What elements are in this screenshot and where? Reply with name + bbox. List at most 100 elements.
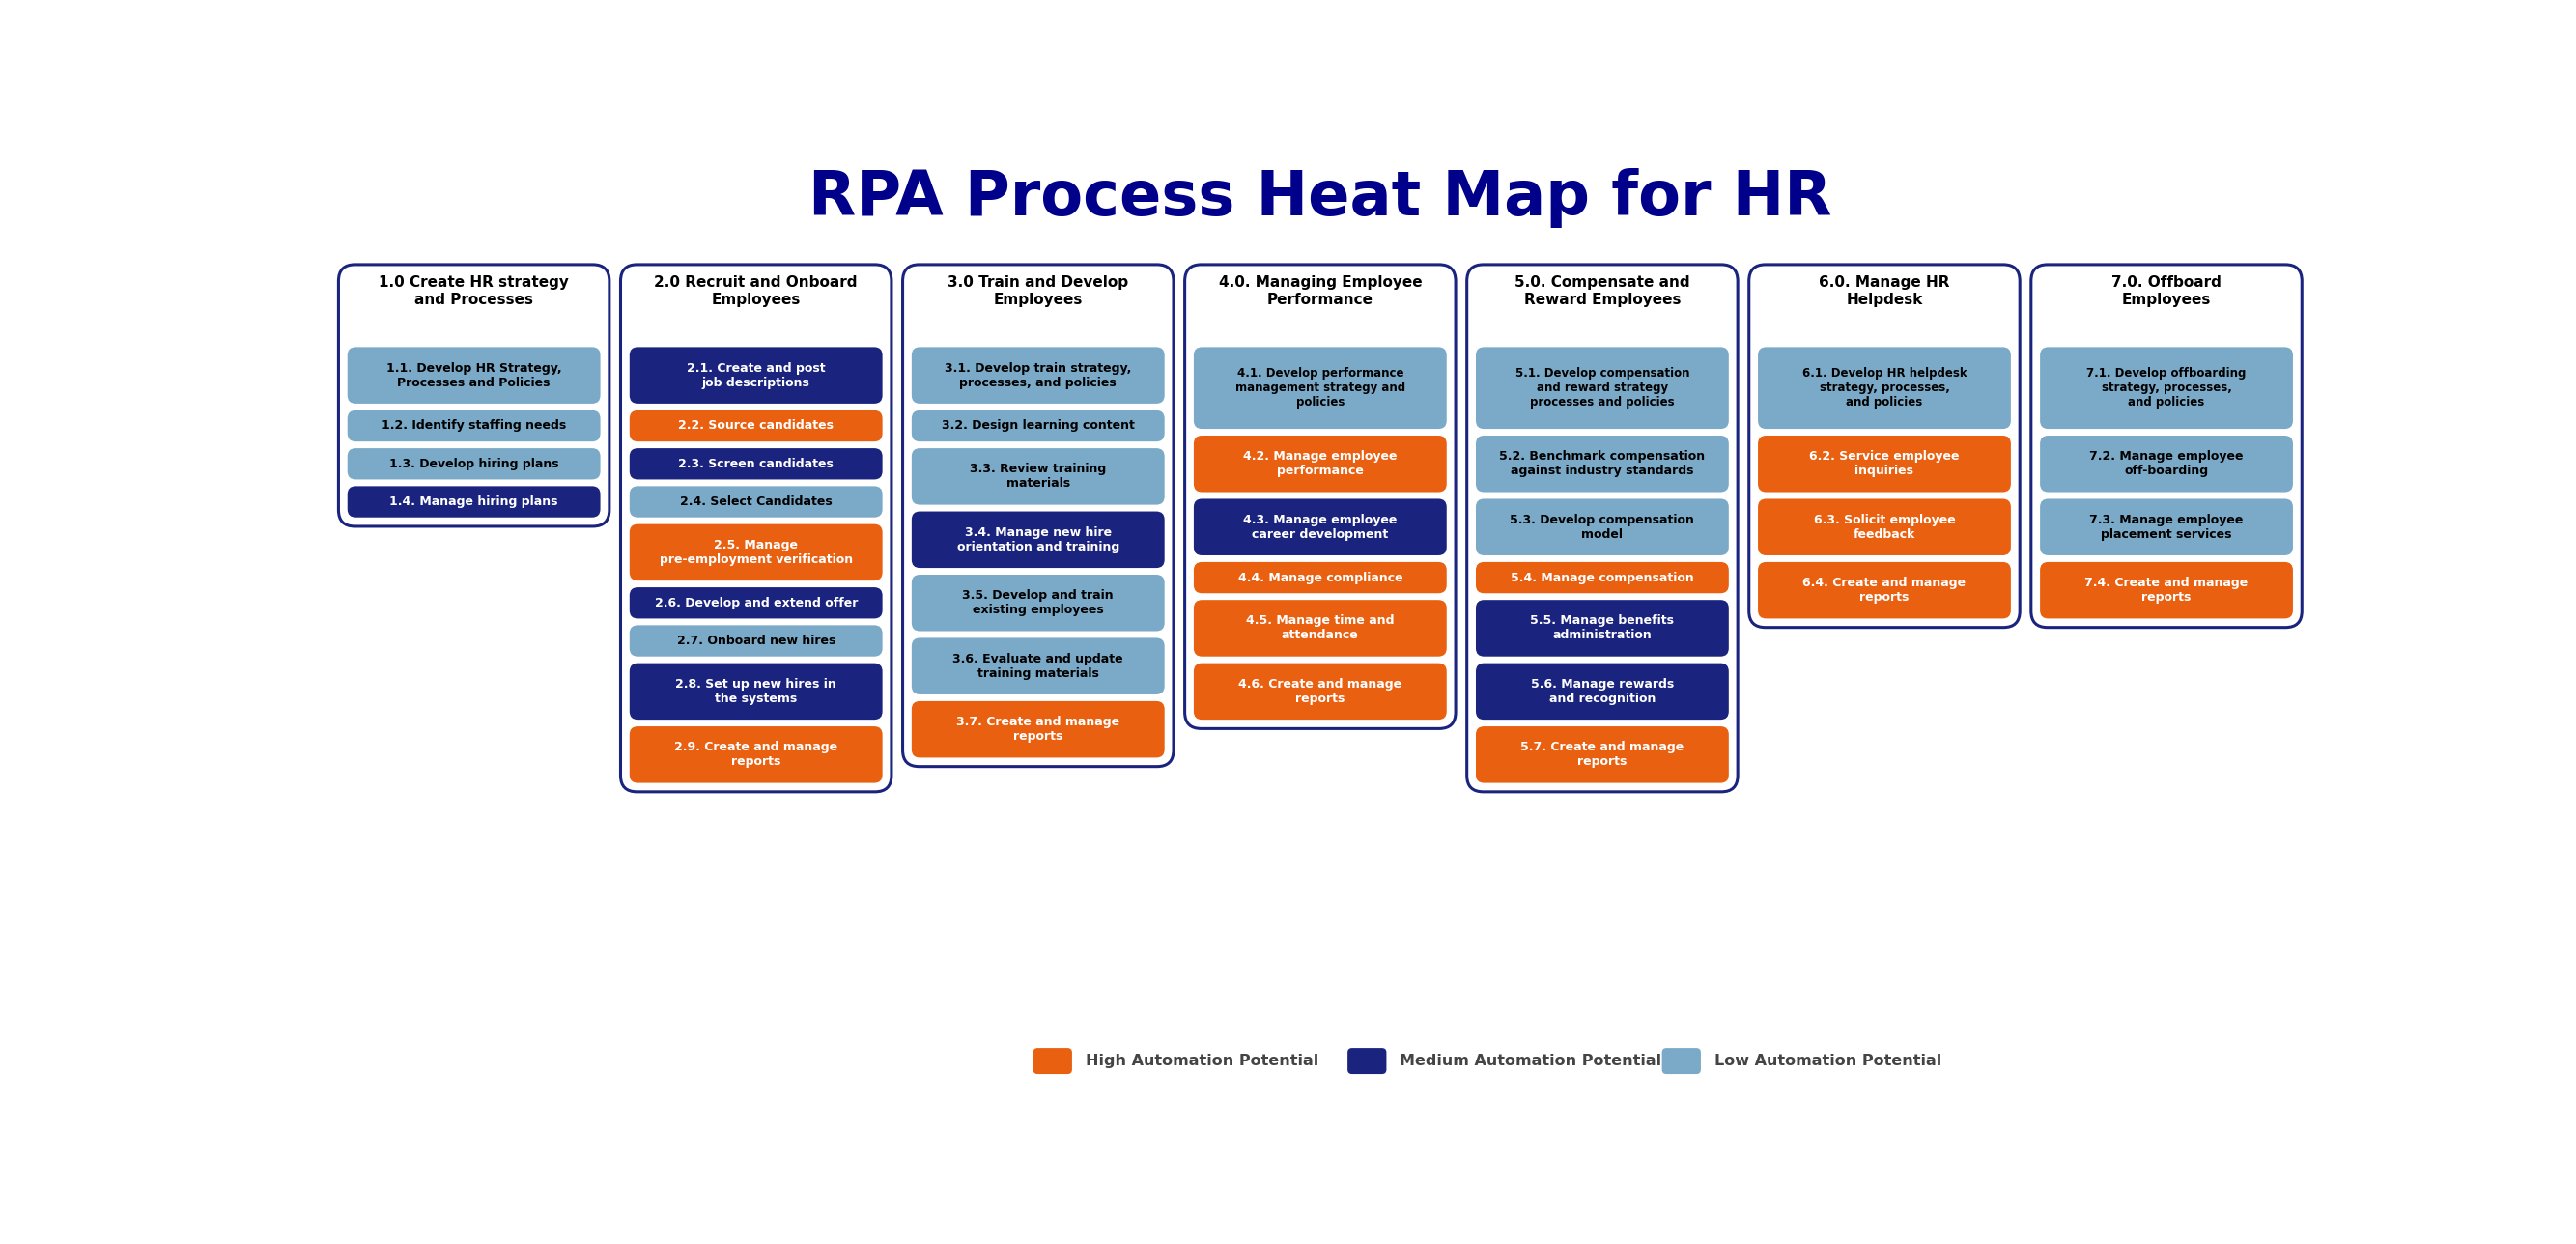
Text: 2.6. Develop and extend offer: 2.6. Develop and extend offer xyxy=(654,597,858,610)
Text: 7.3. Manage employee
placement services: 7.3. Manage employee placement services xyxy=(2089,514,2244,541)
Text: 7.0. Offboard
Employees: 7.0. Offboard Employees xyxy=(2112,276,2221,307)
FancyBboxPatch shape xyxy=(912,411,1164,442)
FancyBboxPatch shape xyxy=(912,347,1164,403)
FancyBboxPatch shape xyxy=(629,486,884,518)
FancyBboxPatch shape xyxy=(1757,562,2012,618)
FancyBboxPatch shape xyxy=(1193,435,1448,493)
Text: 2.4. Select Candidates: 2.4. Select Candidates xyxy=(680,495,832,508)
Text: 5.5. Manage benefits
administration: 5.5. Manage benefits administration xyxy=(1530,615,1674,642)
Text: 5.1. Develop compensation
and reward strategy
processes and policies: 5.1. Develop compensation and reward str… xyxy=(1515,367,1690,409)
Text: 7.4. Create and manage
reports: 7.4. Create and manage reports xyxy=(2084,577,2249,603)
FancyBboxPatch shape xyxy=(1757,347,2012,429)
FancyBboxPatch shape xyxy=(1662,1047,1700,1074)
FancyBboxPatch shape xyxy=(1193,600,1448,657)
Text: 4.4. Manage compliance: 4.4. Manage compliance xyxy=(1239,571,1401,583)
FancyBboxPatch shape xyxy=(2040,499,2293,555)
FancyBboxPatch shape xyxy=(912,448,1164,505)
FancyBboxPatch shape xyxy=(912,511,1164,569)
FancyBboxPatch shape xyxy=(1476,562,1728,593)
Text: 3.6. Evaluate and update
training materials: 3.6. Evaluate and update training materi… xyxy=(953,653,1123,679)
FancyBboxPatch shape xyxy=(1193,499,1448,555)
Text: 5.3. Develop compensation
model: 5.3. Develop compensation model xyxy=(1510,514,1695,541)
FancyBboxPatch shape xyxy=(348,411,600,442)
Text: 3.2. Design learning content: 3.2. Design learning content xyxy=(943,419,1133,432)
FancyBboxPatch shape xyxy=(629,411,884,442)
Text: 2.2. Source candidates: 2.2. Source candidates xyxy=(677,419,835,432)
Text: 1.3. Develop hiring plans: 1.3. Develop hiring plans xyxy=(389,458,559,470)
FancyBboxPatch shape xyxy=(1476,347,1728,429)
FancyBboxPatch shape xyxy=(912,575,1164,631)
Text: 2.8. Set up new hires in
the systems: 2.8. Set up new hires in the systems xyxy=(675,678,837,705)
FancyBboxPatch shape xyxy=(629,726,884,782)
Text: 2.5. Manage
pre-employment verification: 2.5. Manage pre-employment verification xyxy=(659,539,853,566)
FancyBboxPatch shape xyxy=(348,486,600,518)
Text: 4.3. Manage employee
career development: 4.3. Manage employee career development xyxy=(1244,514,1396,541)
FancyBboxPatch shape xyxy=(348,347,600,403)
FancyBboxPatch shape xyxy=(1476,726,1728,782)
FancyBboxPatch shape xyxy=(348,448,600,479)
Text: Medium Automation Potential: Medium Automation Potential xyxy=(1399,1054,1662,1069)
Text: 4.1. Develop performance
management strategy and
policies: 4.1. Develop performance management stra… xyxy=(1234,367,1406,409)
Text: 5.0. Compensate and
Reward Employees: 5.0. Compensate and Reward Employees xyxy=(1515,276,1690,307)
Text: 6.2. Service employee
inquiries: 6.2. Service employee inquiries xyxy=(1808,450,1960,478)
FancyBboxPatch shape xyxy=(629,587,884,618)
Text: 5.2. Benchmark compensation
against industry standards: 5.2. Benchmark compensation against indu… xyxy=(1499,450,1705,478)
FancyBboxPatch shape xyxy=(902,265,1175,766)
Text: 3.5. Develop and train
existing employees: 3.5. Develop and train existing employee… xyxy=(963,590,1113,617)
Text: 1.1. Develop HR Strategy,
Processes and Policies: 1.1. Develop HR Strategy, Processes and … xyxy=(386,362,562,389)
FancyBboxPatch shape xyxy=(1193,347,1448,429)
FancyBboxPatch shape xyxy=(1185,265,1455,729)
Text: 2.9. Create and manage
reports: 2.9. Create and manage reports xyxy=(675,741,837,768)
FancyBboxPatch shape xyxy=(1476,600,1728,657)
Text: 5.6. Manage rewards
and recognition: 5.6. Manage rewards and recognition xyxy=(1530,678,1674,705)
FancyBboxPatch shape xyxy=(912,638,1164,694)
Text: 2.1. Create and post
job descriptions: 2.1. Create and post job descriptions xyxy=(688,362,824,389)
FancyBboxPatch shape xyxy=(337,265,611,526)
Text: 2.0 Recruit and Onboard
Employees: 2.0 Recruit and Onboard Employees xyxy=(654,276,858,307)
FancyBboxPatch shape xyxy=(1466,265,1739,792)
FancyBboxPatch shape xyxy=(629,524,884,581)
Text: 5.4. Manage compensation: 5.4. Manage compensation xyxy=(1510,571,1695,583)
Text: 4.0. Managing Employee
Performance: 4.0. Managing Employee Performance xyxy=(1218,276,1422,307)
FancyBboxPatch shape xyxy=(2040,347,2293,429)
FancyBboxPatch shape xyxy=(1749,265,2020,627)
FancyBboxPatch shape xyxy=(2040,562,2293,618)
Text: 3.3. Review training
materials: 3.3. Review training materials xyxy=(971,463,1105,490)
FancyBboxPatch shape xyxy=(2030,265,2303,627)
Text: 6.3. Solicit employee
feedback: 6.3. Solicit employee feedback xyxy=(1814,514,1955,541)
Text: 4.2. Manage employee
performance: 4.2. Manage employee performance xyxy=(1244,450,1396,478)
FancyBboxPatch shape xyxy=(621,265,891,792)
Text: 2.7. Onboard new hires: 2.7. Onboard new hires xyxy=(677,634,835,647)
Text: 1.0 Create HR strategy
and Processes: 1.0 Create HR strategy and Processes xyxy=(379,276,569,307)
Text: 3.4. Manage new hire
orientation and training: 3.4. Manage new hire orientation and tra… xyxy=(956,526,1121,554)
FancyBboxPatch shape xyxy=(629,626,884,657)
FancyBboxPatch shape xyxy=(1757,435,2012,493)
FancyBboxPatch shape xyxy=(629,663,884,720)
Text: 1.2. Identify staffing needs: 1.2. Identify staffing needs xyxy=(381,419,567,432)
Text: 7.1. Develop offboarding
strategy, processes,
and policies: 7.1. Develop offboarding strategy, proce… xyxy=(2087,367,2246,409)
FancyBboxPatch shape xyxy=(2040,435,2293,493)
Text: 1.4. Manage hiring plans: 1.4. Manage hiring plans xyxy=(389,495,559,508)
Text: 4.6. Create and manage
reports: 4.6. Create and manage reports xyxy=(1239,678,1401,705)
Text: 6.1. Develop HR helpdesk
strategy, processes,
and policies: 6.1. Develop HR helpdesk strategy, proce… xyxy=(1803,367,1968,409)
FancyBboxPatch shape xyxy=(1757,499,2012,555)
Text: Low Automation Potential: Low Automation Potential xyxy=(1713,1054,1942,1069)
Text: 6.4. Create and manage
reports: 6.4. Create and manage reports xyxy=(1803,577,1965,603)
FancyBboxPatch shape xyxy=(1347,1047,1386,1074)
FancyBboxPatch shape xyxy=(629,347,884,403)
Text: 7.2. Manage employee
off-boarding: 7.2. Manage employee off-boarding xyxy=(2089,450,2244,478)
Text: 6.0. Manage HR
Helpdesk: 6.0. Manage HR Helpdesk xyxy=(1819,276,1950,307)
FancyBboxPatch shape xyxy=(1476,663,1728,720)
Text: 3.0 Train and Develop
Employees: 3.0 Train and Develop Employees xyxy=(948,276,1128,307)
FancyBboxPatch shape xyxy=(1193,562,1448,593)
FancyBboxPatch shape xyxy=(1476,435,1728,493)
Text: 5.7. Create and manage
reports: 5.7. Create and manage reports xyxy=(1520,741,1685,768)
Text: High Automation Potential: High Automation Potential xyxy=(1084,1054,1319,1069)
Text: 3.7. Create and manage
reports: 3.7. Create and manage reports xyxy=(956,715,1121,743)
FancyBboxPatch shape xyxy=(1476,499,1728,555)
Text: 2.3. Screen candidates: 2.3. Screen candidates xyxy=(677,458,835,470)
FancyBboxPatch shape xyxy=(1193,663,1448,720)
Text: 3.1. Develop train strategy,
processes, and policies: 3.1. Develop train strategy, processes, … xyxy=(945,362,1131,389)
FancyBboxPatch shape xyxy=(912,702,1164,758)
FancyBboxPatch shape xyxy=(629,448,884,479)
